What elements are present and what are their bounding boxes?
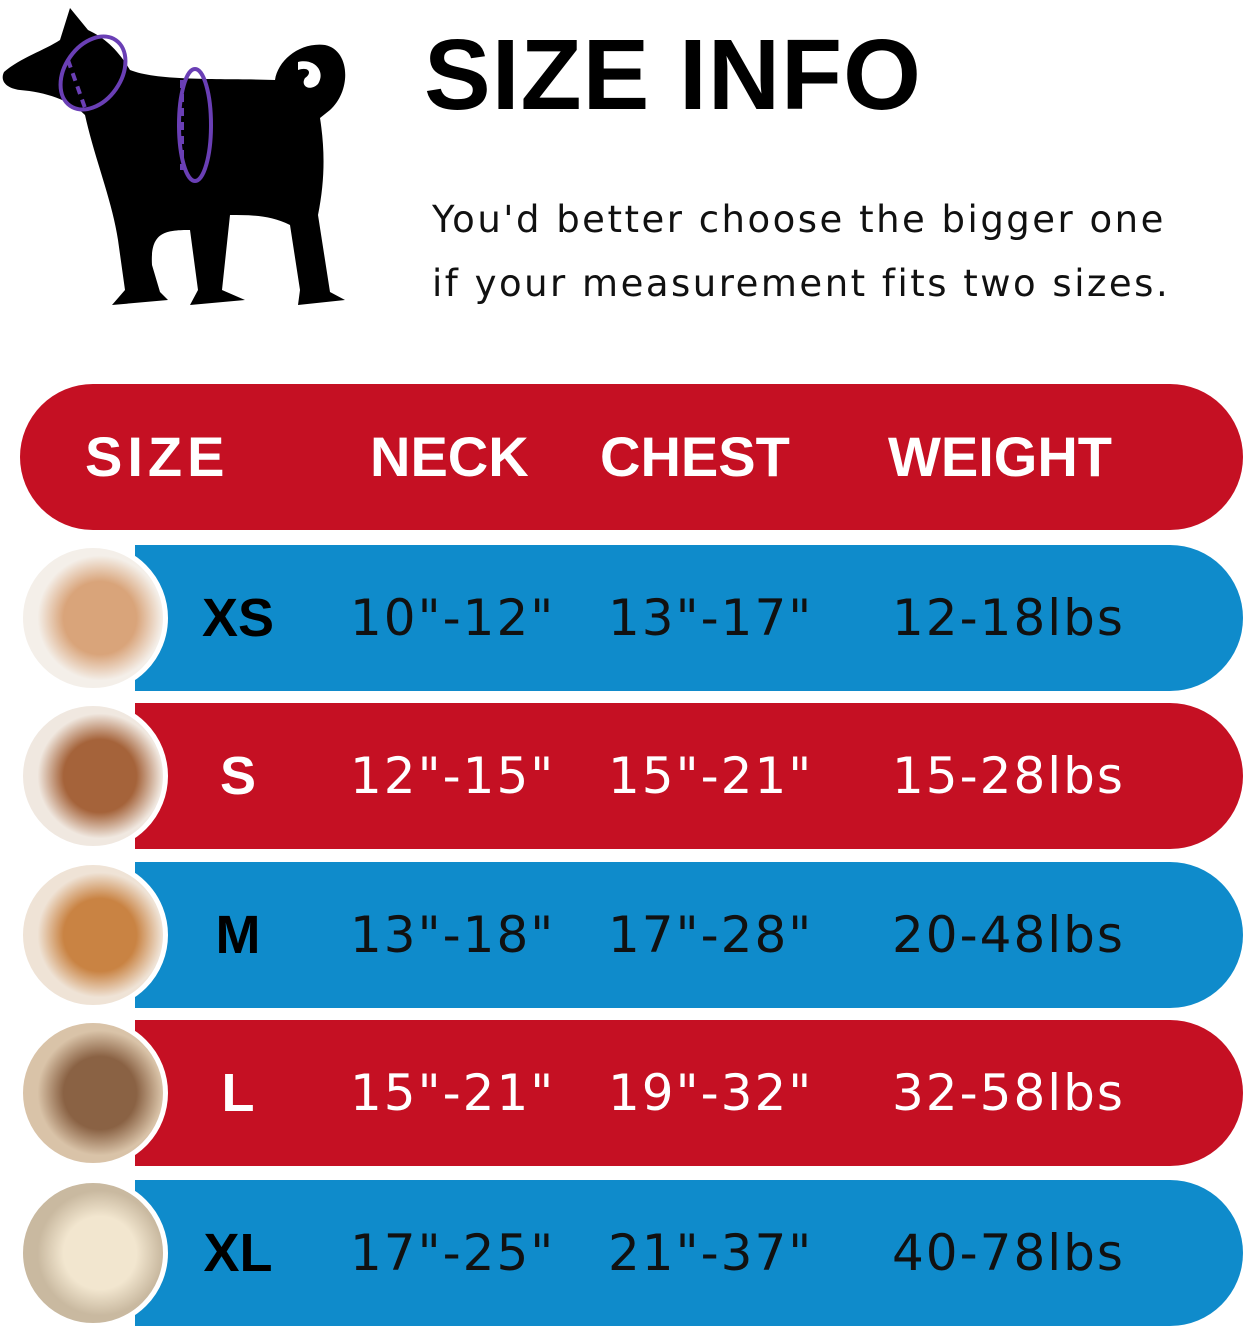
neck-cell: 13"-18" <box>350 906 556 964</box>
table-row: XL 17"-25" 21"-37" 40-78lbs <box>0 1178 1248 1328</box>
size-cell: M <box>215 905 261 965</box>
table-row: M 13"-18" 17"-28" 20-48lbs <box>0 860 1248 1010</box>
weight-cell: 15-28lbs <box>892 747 1125 805</box>
neck-cell: 15"-21" <box>350 1064 556 1122</box>
dog-measurement-illustration <box>2 8 346 305</box>
size-table-header: SIZE NECK CHEST WEIGHT <box>20 384 1243 530</box>
dog-photo-labrador <box>18 1178 168 1328</box>
chest-cell: 17"-28" <box>608 906 814 964</box>
neck-measure-dashes <box>66 59 87 109</box>
size-advice: You'd better choose the bigger one if yo… <box>432 188 1170 316</box>
chest-cell: 21"-37" <box>608 1224 814 1282</box>
size-advice-line: You'd better choose the bigger one <box>432 198 1166 241</box>
row-bar <box>135 1180 1243 1326</box>
dog-photo-poodle <box>18 701 168 851</box>
header-size: SIZE <box>85 425 230 488</box>
table-row: XS 10"-12" 13"-17" 12-18lbs <box>0 543 1248 693</box>
dog-silhouette <box>2 8 346 305</box>
row-bar <box>135 1020 1243 1166</box>
weight-cell: 40-78lbs <box>892 1224 1125 1282</box>
size-cell: XL <box>203 1223 273 1283</box>
header-neck: NECK <box>370 425 529 488</box>
weight-cell: 12-18lbs <box>892 589 1125 647</box>
dog-photo-shiba-inu <box>18 860 168 1010</box>
neck-cell: 17"-25" <box>350 1224 556 1282</box>
dog-tail-curl <box>298 61 321 88</box>
size-cell: S <box>219 746 257 806</box>
header-chest: CHEST <box>600 425 790 488</box>
weight-cell: 20-48lbs <box>892 906 1125 964</box>
weight-cell: 32-58lbs <box>892 1064 1125 1122</box>
row-bar <box>135 703 1243 849</box>
table-row: S 12"-15" 15"-21" 15-28lbs <box>0 701 1248 851</box>
neck-cell: 12"-15" <box>350 747 556 805</box>
chest-cell: 15"-21" <box>608 747 814 805</box>
size-advice-line: if your measurement fits two sizes. <box>432 262 1171 305</box>
neck-cell: 10"-12" <box>350 589 556 647</box>
row-bar <box>135 545 1243 691</box>
neck-measure-ring <box>58 34 128 112</box>
chest-measure-ring <box>177 67 213 183</box>
page-title: SIZE INFO <box>424 19 922 131</box>
row-bar <box>135 862 1243 1008</box>
chest-cell: 13"-17" <box>608 589 814 647</box>
chest-cell: 19"-32" <box>608 1064 814 1122</box>
table-row: L 15"-21" 19"-32" 32-58lbs <box>0 1018 1248 1168</box>
dog-photo-pomeranian <box>18 543 168 693</box>
size-cell: L <box>221 1063 255 1123</box>
header-weight: WEIGHT <box>888 425 1112 488</box>
dog-photo-french-bulldog <box>18 1018 168 1168</box>
size-cell: XS <box>201 588 275 648</box>
